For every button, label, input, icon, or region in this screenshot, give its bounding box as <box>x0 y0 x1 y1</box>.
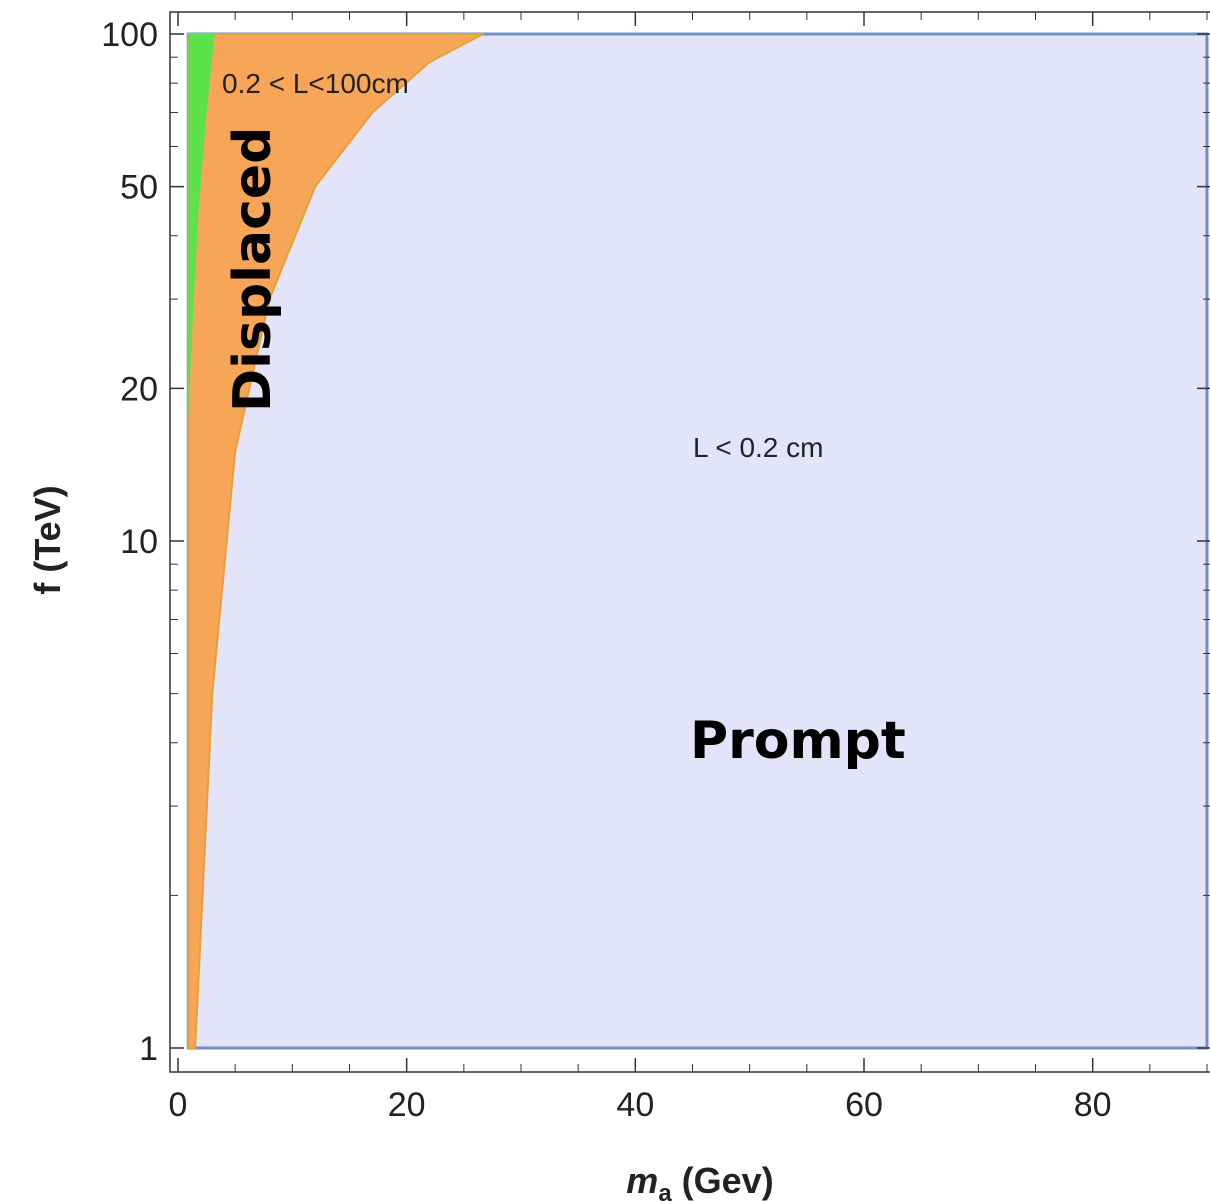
y-tick-label: 20 <box>120 370 158 408</box>
green-region <box>188 34 215 425</box>
plot-frame <box>169 11 1210 1073</box>
x-tick-label: 60 <box>845 1086 883 1124</box>
y-tick-label: 10 <box>120 523 158 561</box>
x-tick-label: 40 <box>616 1086 654 1124</box>
x-axis-title-sub: a <box>658 1180 672 1202</box>
axes <box>169 11 1210 1073</box>
prompt-region <box>186 32 1209 1050</box>
x-tick-label: 20 <box>388 1086 426 1124</box>
x-axis-title: ma (Gev) <box>626 1160 773 1202</box>
x-tick-label: 80 <box>1074 1086 1112 1124</box>
x-axis-title-rest: (Gev) <box>672 1160 774 1201</box>
displaced-region-label: Displaced <box>223 127 283 412</box>
y-tick-label: 1 <box>139 1030 158 1068</box>
displaced-region-sublabel: 0.2 < L<100cm <box>222 68 409 99</box>
displaced-region <box>187 33 484 1049</box>
plot-regions <box>186 32 1209 1050</box>
prompt-region-sublabel: L < 0.2 cm <box>693 432 823 463</box>
y-tick-label: 100 <box>101 16 158 54</box>
tick-labels: 0 20 40 60 80 1 10 20 50 100 <box>101 16 1111 1124</box>
y-axis-title: f (TeV) <box>27 485 68 594</box>
prompt-region-label: Prompt <box>690 711 906 771</box>
x-tick-label: 0 <box>169 1086 188 1124</box>
y-tick-label: 50 <box>120 169 158 207</box>
x-axis-title-main: m <box>626 1160 658 1201</box>
